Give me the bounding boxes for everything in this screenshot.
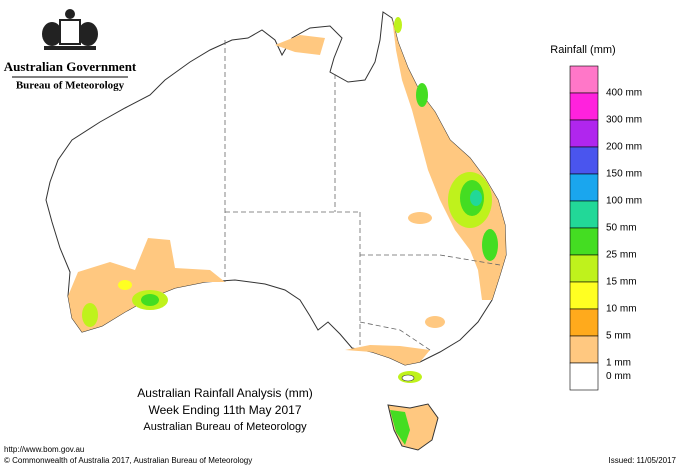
government-name: Australian Government	[4, 59, 137, 74]
rainfall-shading	[68, 17, 506, 383]
legend-swatch	[569, 173, 599, 202]
legend-swatch	[569, 92, 599, 121]
legend-swatch	[569, 308, 599, 337]
legend: Rainfall (mm) 400 mm 300 mm 200 mm 150 mm 10…	[550, 44, 642, 391]
legend-label: 0 mm	[606, 371, 631, 382]
map-title: Australian Rainfall Analysis (mm)	[137, 386, 312, 400]
legend-label: 10 mm	[606, 304, 637, 315]
legend-title: Rainfall (mm)	[550, 44, 615, 56]
legend-swatch	[569, 200, 599, 229]
legend-label: 100 mm	[606, 196, 642, 207]
legend-swatch	[569, 65, 599, 94]
url: http://www.bom.gov.au	[4, 445, 84, 454]
map-subtitle: Week Ending 11th May 2017	[149, 403, 302, 417]
legend-label: 50 mm	[606, 223, 637, 234]
legend-label: 150 mm	[606, 169, 642, 180]
legend-label: 400 mm	[606, 88, 642, 99]
legend-swatch	[569, 281, 599, 310]
legend-swatch	[569, 146, 599, 175]
coat-of-arms	[42, 9, 98, 50]
legend-swatch	[569, 227, 599, 256]
legend-label: 1 mm	[606, 358, 631, 369]
legend-swatch	[569, 254, 599, 283]
legend-swatch	[569, 119, 599, 148]
legend-swatch	[569, 362, 599, 391]
legend-label: 25 mm	[606, 250, 637, 261]
legend-label: 15 mm	[606, 277, 637, 288]
agency-name: Bureau of Meteorology	[16, 80, 125, 92]
map-source: Australian Bureau of Meteorology	[143, 421, 307, 433]
legend-swatch	[569, 335, 599, 364]
tasmania-rain	[390, 410, 410, 445]
legend-label: 200 mm	[606, 142, 642, 153]
legend-label: 300 mm	[606, 115, 642, 126]
state-borders	[224, 40, 501, 351]
copyright: © Commonwealth of Australia 2017, Austra…	[4, 456, 252, 465]
issued-date: Issued: 11/05/2017	[609, 456, 677, 465]
legend-label: 5 mm	[606, 331, 631, 342]
bay	[401, 374, 415, 382]
